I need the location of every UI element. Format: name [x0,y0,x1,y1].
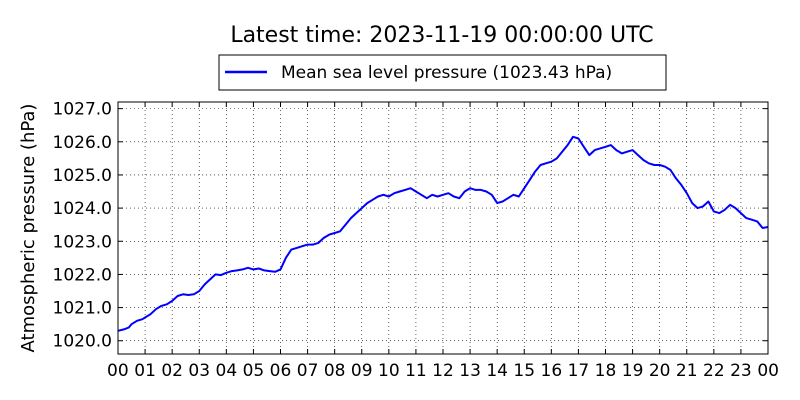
y-axis-label: Atmospheric pressure (hPa) [18,104,39,353]
x-tick-label: 00 [757,361,779,381]
x-tick-label: 18 [595,361,617,381]
x-tick-label: 11 [405,361,427,381]
legend: Mean sea level pressure (1023.43 hPa) [218,54,667,91]
x-tick-label: 07 [297,361,319,381]
y-tick-label: 1022.0 [53,265,112,285]
pressure-series-line [117,135,769,332]
x-tick-label: 08 [324,361,346,381]
x-tick-label: 19 [622,361,644,381]
x-tick-label: 00 [107,361,129,381]
x-tick-label: 01 [134,361,156,381]
y-tick-label: 1023.0 [53,232,112,252]
x-tick-label: 06 [270,361,292,381]
x-tick-label: 02 [161,361,183,381]
y-tick-label: 1021.0 [53,299,112,319]
x-tick-label: 05 [243,361,265,381]
y-tick-label: 1027.0 [53,100,112,120]
x-tick-label: 04 [216,361,238,381]
y-tick-label: 1020.0 [53,332,112,352]
y-tick-label: 1026.0 [53,133,112,153]
x-tick-label: 21 [676,361,698,381]
x-tick-label: 17 [568,361,590,381]
legend-label: Mean sea level pressure (1023.43 hPa) [281,63,612,83]
x-tick-label: 15 [513,361,535,381]
x-tick-label: 23 [730,361,752,381]
y-tick-label: 1024.0 [53,199,112,219]
x-tick-label: 09 [351,361,373,381]
chart-title: Latest time: 2023-11-19 00:00:00 UTC [230,23,653,48]
plot-frame [117,101,769,355]
x-tick-label: 14 [486,361,508,381]
y-tick-label: 1025.0 [53,166,112,186]
y-axis-ticks: 1020.0 1021.0 1022.0 1023.0 1024.0 1025.0 1026… [53,100,768,352]
x-tick-label: 22 [703,361,725,381]
x-tick-label: 03 [188,361,210,381]
x-tick-label: 10 [378,361,400,381]
x-tick-label: 12 [432,361,454,381]
x-tick-label: 20 [649,361,671,381]
x-axis-ticks: 00 01 02 03 04 05 06 07 08 09 10 11 12 13 14 15 16 17 18 19… [107,102,779,381]
x-tick-label: 16 [541,361,563,381]
legend-box [218,54,667,91]
x-tick-label: 13 [459,361,481,381]
grid [117,102,769,354]
